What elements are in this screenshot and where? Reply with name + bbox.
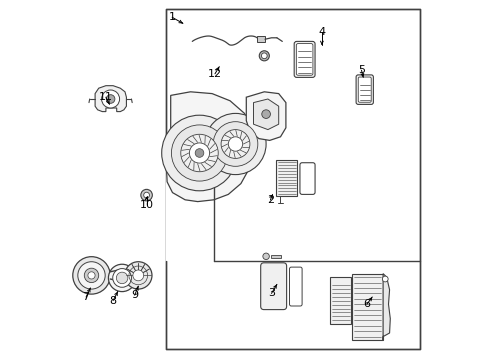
Text: 4: 4 xyxy=(318,27,325,37)
Circle shape xyxy=(143,192,149,198)
Bar xyxy=(166,9,419,349)
Circle shape xyxy=(116,272,127,284)
Circle shape xyxy=(181,134,218,172)
Circle shape xyxy=(84,268,99,283)
Circle shape xyxy=(73,257,110,294)
Circle shape xyxy=(108,264,136,292)
Circle shape xyxy=(133,270,143,281)
FancyBboxPatch shape xyxy=(296,44,312,75)
FancyBboxPatch shape xyxy=(260,263,286,310)
Polygon shape xyxy=(95,86,126,112)
Bar xyxy=(270,255,280,258)
Text: 8: 8 xyxy=(109,296,117,306)
Text: 2: 2 xyxy=(266,195,273,205)
Circle shape xyxy=(162,115,237,191)
Polygon shape xyxy=(166,149,213,349)
Circle shape xyxy=(263,253,269,260)
Text: 7: 7 xyxy=(82,292,89,302)
FancyBboxPatch shape xyxy=(289,267,302,306)
Polygon shape xyxy=(382,274,389,340)
Circle shape xyxy=(204,113,265,175)
Circle shape xyxy=(195,149,203,157)
Circle shape xyxy=(102,90,120,108)
Circle shape xyxy=(221,130,249,158)
Text: 6: 6 xyxy=(363,299,369,309)
Circle shape xyxy=(113,269,131,287)
Circle shape xyxy=(382,276,387,282)
Text: 9: 9 xyxy=(131,290,138,300)
Polygon shape xyxy=(253,99,278,130)
FancyBboxPatch shape xyxy=(358,77,370,102)
Circle shape xyxy=(261,53,266,59)
Text: 1: 1 xyxy=(168,12,175,22)
Circle shape xyxy=(78,262,105,289)
Bar xyxy=(329,277,350,324)
Circle shape xyxy=(141,189,152,201)
Text: 5: 5 xyxy=(357,65,364,75)
Circle shape xyxy=(189,143,209,163)
Bar xyxy=(276,160,296,196)
FancyBboxPatch shape xyxy=(299,163,314,194)
Text: 3: 3 xyxy=(267,288,274,298)
Circle shape xyxy=(88,272,95,279)
Polygon shape xyxy=(246,92,285,140)
FancyBboxPatch shape xyxy=(355,75,373,104)
Bar xyxy=(352,274,382,340)
Circle shape xyxy=(259,51,269,61)
Circle shape xyxy=(261,110,270,118)
Polygon shape xyxy=(166,92,253,202)
FancyBboxPatch shape xyxy=(294,41,314,77)
Circle shape xyxy=(124,262,152,289)
Circle shape xyxy=(171,125,227,181)
Text: 10: 10 xyxy=(139,200,153,210)
Bar xyxy=(257,36,264,42)
Circle shape xyxy=(106,95,115,103)
Circle shape xyxy=(228,137,242,151)
Text: 11: 11 xyxy=(99,92,113,102)
Circle shape xyxy=(213,122,257,166)
Text: 12: 12 xyxy=(207,69,222,79)
